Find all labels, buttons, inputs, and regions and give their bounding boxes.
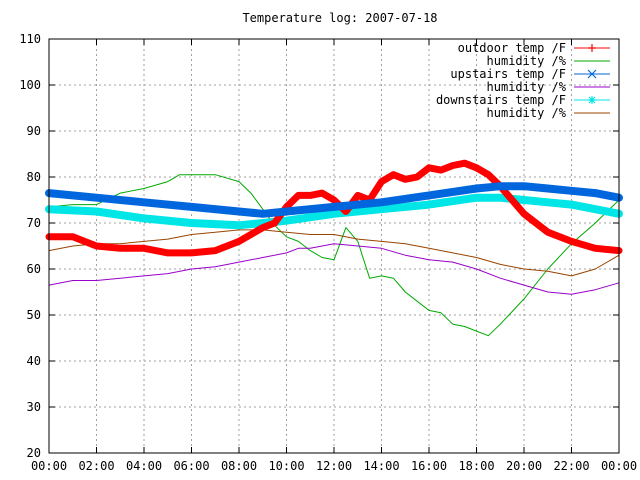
y-tick-label: 70 <box>27 216 41 230</box>
y-tick-label: 80 <box>27 170 41 184</box>
series-line-5 <box>48 229 620 277</box>
x-axis-ticks: 00:00 02:00 04:00 06:00 08:00 10:00 12:00 14:00… <box>31 39 637 473</box>
x-tick-label: 02:00 <box>78 459 114 473</box>
legend-label: downstairs temp /F <box>436 93 566 107</box>
legend-label: humidity /% <box>487 80 567 94</box>
x-tick-label: 06:00 <box>173 459 209 473</box>
y-tick-label: 40 <box>27 354 41 368</box>
series-lines <box>45 159 623 337</box>
y-tick-label: 60 <box>27 262 41 276</box>
y-tick-label: 90 <box>27 124 41 138</box>
legend-marker-plus <box>588 44 596 52</box>
x-tick-label: 00:00 <box>31 459 67 473</box>
series-line-4 <box>45 193 623 230</box>
chart-title: Temperature log: 2007-07-18 <box>242 11 437 25</box>
legend-marker-cross <box>587 69 597 79</box>
y-tick-label: 50 <box>27 308 41 322</box>
series-line-2 <box>45 182 623 218</box>
x-tick-label: 10:00 <box>268 459 304 473</box>
y-tick-label: 100 <box>19 78 41 92</box>
legend-label: upstairs temp /F <box>450 67 566 81</box>
legend-marker-star <box>588 96 596 104</box>
x-tick-label: 18:00 <box>458 459 494 473</box>
grid-lines <box>49 39 619 453</box>
legend-label: humidity /% <box>487 54 567 68</box>
x-tick-label: 14:00 <box>363 459 399 473</box>
x-tick-label: 16:00 <box>411 459 447 473</box>
x-tick-label: 20:00 <box>506 459 542 473</box>
y-tick-label: 30 <box>27 400 41 414</box>
legend-label: humidity /% <box>487 106 567 120</box>
series-line-3 <box>48 243 620 295</box>
y-axis-ticks: 20 30 40 50 60 70 80 90 100 110 <box>19 32 619 460</box>
plot-frame <box>48 38 620 454</box>
x-tick-label: 00:00 <box>601 459 637 473</box>
x-tick-label: 22:00 <box>553 459 589 473</box>
y-tick-label: 110 <box>19 32 41 46</box>
series-line-1 <box>48 174 620 337</box>
x-tick-label: 04:00 <box>126 459 162 473</box>
x-tick-label: 08:00 <box>221 459 257 473</box>
legend-label: outdoor temp /F <box>458 41 566 55</box>
x-tick-label: 12:00 <box>316 459 352 473</box>
y-tick-label: 20 <box>27 446 41 460</box>
